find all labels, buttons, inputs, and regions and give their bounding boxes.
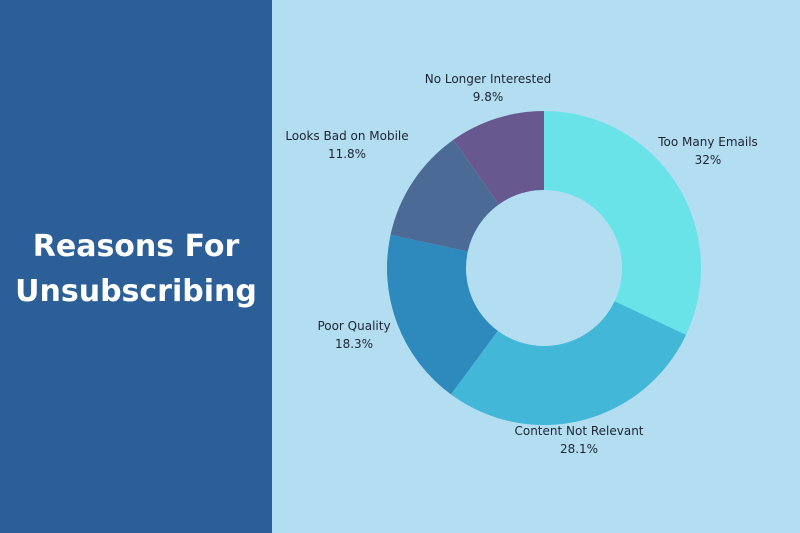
pie-slice-looks-bad-on-mobile — [390, 139, 499, 252]
slice-value-too-many-emails: 32% — [695, 153, 722, 167]
slice-value-poor-quality: 18.3% — [335, 337, 373, 351]
page-title: Reasons For Unsubscribing — [15, 224, 257, 314]
pie-slice-no-longer-interested — [453, 111, 544, 205]
chart-panel: Too Many Emails 32% Content Not Relevant 28… — [272, 0, 800, 533]
slice-value-no-longer-interested: 9.8% — [473, 90, 504, 104]
slice-label-poor-quality: Poor Quality — [317, 319, 390, 333]
title-panel: Reasons For Unsubscribing — [0, 0, 272, 533]
slice-value-looks-bad-on-mobile: 11.8% — [328, 147, 366, 161]
title-line-1: Reasons For — [32, 228, 240, 264]
title-line-2: Unsubscribing — [15, 273, 257, 309]
slice-label-too-many-emails: Too Many Emails — [657, 135, 758, 149]
slice-label-no-longer-interested: No Longer Interested — [425, 72, 552, 86]
slice-label-content-not-relevant: Content Not Relevant — [514, 424, 643, 438]
slice-label-looks-bad-on-mobile: Looks Bad on Mobile — [285, 129, 408, 143]
pie-slice-poor-quality — [387, 234, 498, 395]
slice-value-content-not-relevant: 28.1% — [560, 442, 598, 456]
donut-chart: Too Many Emails 32% Content Not Relevant 28… — [285, 72, 758, 456]
pie-slice-too-many-emails — [544, 111, 701, 335]
pie-slice-content-not-relevant — [450, 301, 687, 425]
